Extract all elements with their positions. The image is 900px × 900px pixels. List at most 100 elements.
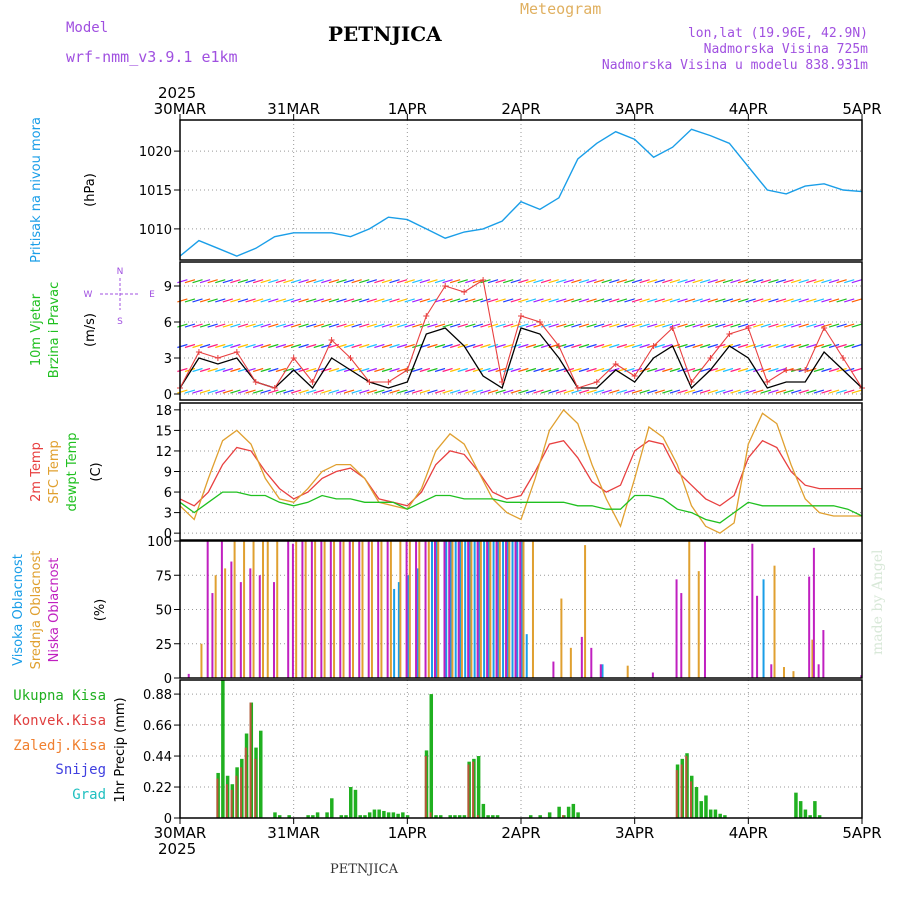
- precip-bar: [325, 812, 329, 818]
- wind-barb: [730, 367, 741, 373]
- y-tick-label: 0: [164, 527, 172, 542]
- wind-barb: [419, 298, 431, 303]
- cloud-bar: [370, 541, 373, 678]
- wind-barb: [715, 389, 726, 394]
- wind-barb: [275, 298, 287, 303]
- wind-barb: [215, 279, 226, 284]
- wind-barb: [806, 279, 817, 284]
- wind-barb: [821, 298, 832, 303]
- cloud-bar: [314, 541, 317, 678]
- cloud-bar: [377, 541, 380, 678]
- wind-barb: [669, 279, 681, 284]
- precip-bar: [723, 815, 727, 818]
- wind-barb: [412, 298, 423, 303]
- wind-barb: [851, 323, 862, 328]
- wind-barb: [457, 389, 468, 394]
- y-tick-label: 1020: [139, 145, 172, 160]
- x-tick-top: 2APR: [501, 100, 540, 118]
- wind-barb: [540, 367, 552, 373]
- wind-barb: [828, 279, 840, 284]
- wind-barb: [813, 323, 825, 328]
- wind-barb: [700, 389, 711, 394]
- pressure-unit: (hPa): [83, 173, 98, 207]
- wind-barb: [775, 298, 787, 303]
- cloud-bar: [445, 541, 448, 678]
- wind-barb: [775, 279, 787, 284]
- cloud-bar: [590, 647, 593, 678]
- wind-barb: [677, 367, 688, 373]
- wind-barb: [593, 323, 605, 328]
- wind-barb: [321, 279, 332, 284]
- station-title: PETNJICA: [328, 22, 442, 46]
- wind-barb: [306, 389, 317, 394]
- wind-barb: [692, 279, 703, 284]
- wind-barb: [457, 279, 468, 284]
- cloud-panel: [187, 541, 863, 678]
- wind-barb: [207, 343, 218, 349]
- wind-barb: [700, 279, 711, 284]
- wind-barb: [737, 298, 749, 303]
- wind-gust-marker: [404, 367, 411, 373]
- footer-station: PETNJICA: [330, 862, 398, 877]
- wind-gust-marker: [593, 379, 600, 385]
- cloud-bar: [407, 575, 410, 678]
- precip-bar: [817, 815, 822, 818]
- wind-barb: [533, 279, 544, 284]
- wind-barb: [556, 323, 567, 328]
- precip-bar: [813, 801, 817, 818]
- wind-barb: [472, 298, 484, 303]
- product-title: Meteogram: [520, 0, 602, 18]
- wind-barb: [563, 343, 575, 349]
- wind-barb: [609, 298, 620, 303]
- wind-barb: [449, 279, 461, 284]
- wind-barb: [624, 323, 635, 328]
- wind-barb: [434, 298, 446, 303]
- wind-barb: [684, 298, 696, 303]
- wind-barb: [753, 389, 764, 394]
- wind-barb: [548, 279, 559, 284]
- wind-barb: [366, 298, 377, 303]
- cloud-title-low: Niska Oblacnost: [47, 558, 62, 663]
- wind-barb: [821, 323, 832, 328]
- wind-barb: [737, 323, 749, 328]
- wind-barb: [851, 343, 862, 349]
- wind-barb: [389, 367, 400, 373]
- wind-barb: [677, 389, 688, 394]
- wind-gust-marker: [783, 367, 790, 373]
- cloud-bar: [521, 541, 523, 678]
- wind-barb: [487, 298, 499, 303]
- wind-barb: [343, 367, 355, 373]
- cloud-bar: [214, 575, 217, 678]
- precip-bar: [472, 761, 475, 818]
- y-tick-label: 50: [155, 604, 172, 619]
- wind-barb: [389, 323, 400, 328]
- precip-bar: [367, 812, 372, 818]
- precip-bar: [339, 815, 344, 818]
- wind-barb: [639, 279, 650, 284]
- wind-barb: [510, 367, 521, 373]
- year-label-bottom: 2025: [158, 840, 196, 858]
- x-tick-top: 31MAR: [267, 100, 320, 118]
- wind-barb: [760, 323, 772, 328]
- wind-barb: [366, 343, 377, 349]
- wind-barb: [578, 298, 590, 303]
- precip-bar: [244, 747, 247, 818]
- wind-barb: [434, 323, 446, 328]
- precip-bar: [713, 809, 718, 818]
- y-tick-label: 9: [164, 280, 172, 295]
- wind-barb: [760, 389, 772, 394]
- wind-barb: [631, 298, 643, 303]
- x-tick-bottom: 3APR: [615, 824, 654, 842]
- wind-barb: [609, 323, 620, 328]
- wind-barb: [540, 279, 552, 284]
- wind-barb: [806, 323, 817, 328]
- wind-barb: [366, 323, 377, 328]
- wind-barb: [177, 279, 188, 284]
- wind-barb: [540, 323, 552, 328]
- wind-barb: [268, 279, 279, 284]
- wind-barb: [715, 367, 726, 373]
- wind-barb: [813, 279, 825, 284]
- wind-barb: [245, 389, 256, 394]
- precip-bar: [216, 778, 219, 818]
- precip-legend-item: Snijeg: [55, 762, 106, 778]
